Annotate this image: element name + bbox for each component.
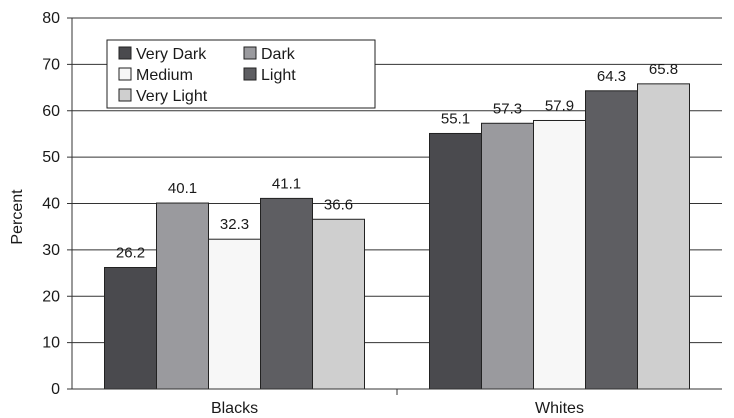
legend-swatch — [118, 67, 132, 81]
legend-swatch — [118, 46, 132, 60]
legend: Very Dark Dark Medium Light Very Light — [106, 39, 376, 109]
legend-box — [106, 39, 376, 109]
y-axis-title: Percent — [9, 189, 26, 245]
y-tick-label: 60 — [42, 103, 60, 120]
legend-label: Very Dark — [136, 46, 207, 63]
data-label: 57.3 — [493, 100, 522, 117]
y-tick-label: 40 — [42, 196, 60, 213]
data-label: 40.1 — [168, 180, 197, 197]
bar — [104, 266, 157, 390]
data-label: 36.6 — [324, 196, 353, 213]
y-tick-label: 50 — [42, 149, 60, 166]
axes: 0 10 20 30 40 50 60 70 80 Blacks Whites — [42, 10, 722, 417]
bar — [637, 83, 690, 390]
data-label: 64.3 — [597, 68, 626, 85]
legend-label: Dark — [261, 46, 296, 63]
category-label: Whites — [535, 400, 584, 417]
bar — [533, 119, 586, 390]
legend-swatch — [243, 67, 257, 81]
legend-label: Very Light — [136, 88, 208, 105]
data-label: 57.9 — [545, 97, 574, 114]
data-label: 26.2 — [116, 244, 145, 261]
data-label: 55.1 — [441, 110, 470, 127]
y-tick-label: 10 — [42, 335, 60, 352]
y-tick-label: 80 — [42, 10, 60, 27]
data-label: 41.1 — [272, 175, 301, 192]
legend-label: Medium — [136, 67, 193, 84]
bar — [208, 238, 261, 390]
legend-label: Light — [261, 67, 296, 84]
bar — [260, 197, 313, 390]
data-label: 65.8 — [649, 61, 678, 78]
bar — [156, 202, 209, 390]
data-label: 32.3 — [220, 216, 249, 233]
y-tick-label: 20 — [42, 288, 60, 305]
data-labels: 26.2 40.1 32.3 41.1 36.6 55.1 57.3 57.9 64.3 65.8 — [116, 61, 678, 262]
legend-swatch — [243, 46, 257, 60]
legend-swatch — [118, 88, 132, 102]
bar — [429, 132, 482, 390]
category-label: Blacks — [211, 400, 258, 417]
bar — [585, 90, 638, 390]
y-tick-label: 30 — [42, 242, 60, 259]
y-tick-label: 70 — [42, 56, 60, 73]
bar — [481, 122, 534, 390]
y-tick-label: 0 — [51, 381, 60, 398]
bars — [104, 83, 690, 390]
bar — [312, 218, 365, 390]
